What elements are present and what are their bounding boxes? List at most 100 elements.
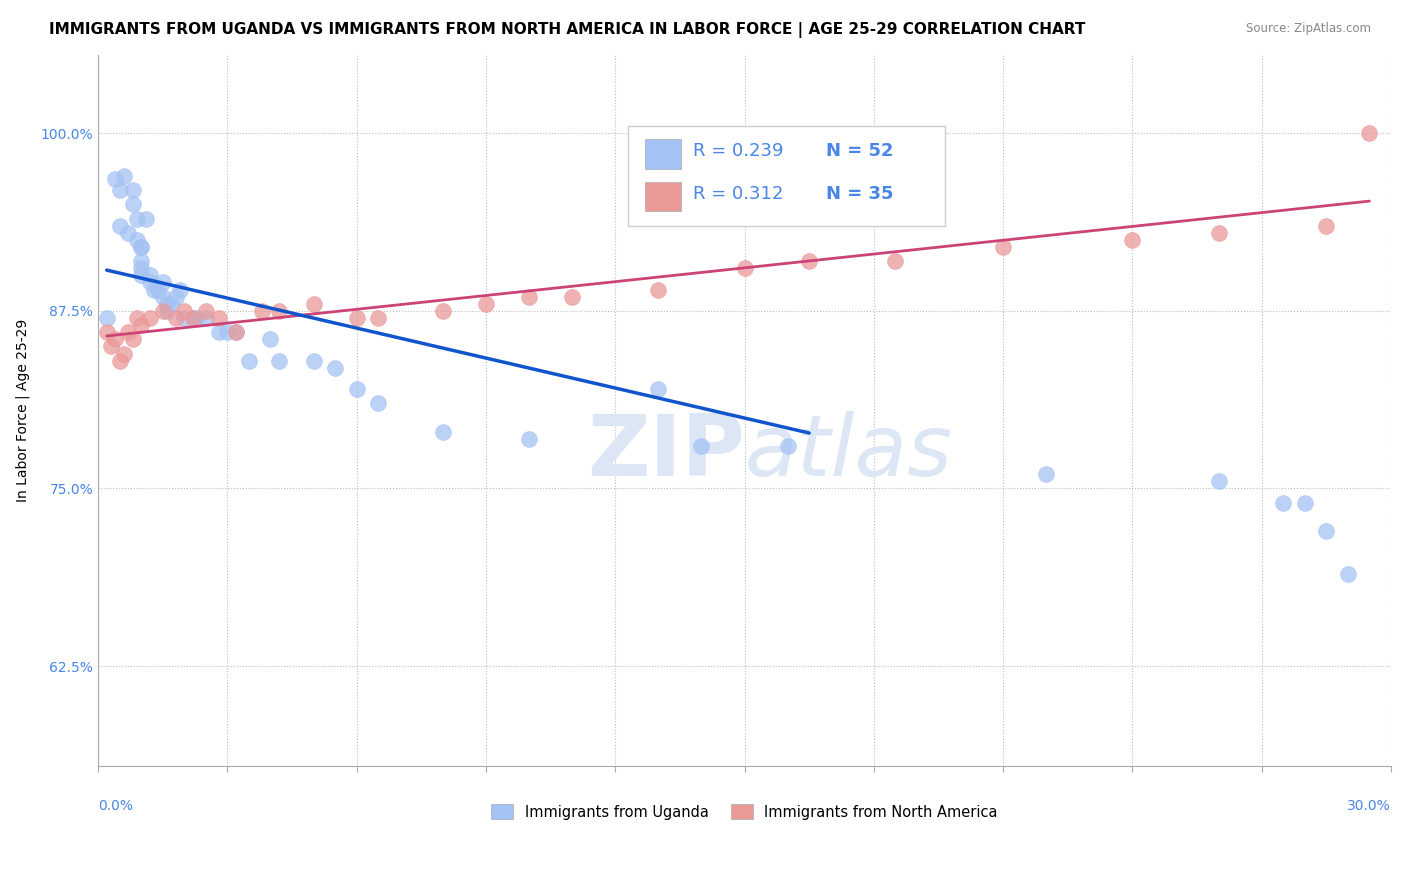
Point: [323, 360, 346, 375]
Point: [991, 240, 1014, 254]
Point: [884, 254, 907, 268]
Point: [181, 310, 204, 325]
Point: [799, 254, 821, 268]
Point: [690, 439, 713, 453]
FancyBboxPatch shape: [645, 182, 681, 211]
Text: N = 52: N = 52: [825, 142, 893, 160]
Point: [432, 425, 454, 439]
Point: [475, 297, 498, 311]
Point: [432, 304, 454, 318]
Point: [143, 283, 166, 297]
Point: [152, 276, 174, 290]
Text: 30.0%: 30.0%: [1347, 798, 1391, 813]
Point: [225, 325, 247, 339]
Text: R = 0.312: R = 0.312: [693, 185, 783, 202]
Point: [367, 310, 389, 325]
Point: [96, 325, 118, 339]
Point: [129, 240, 152, 254]
Point: [139, 268, 162, 283]
Point: [208, 325, 231, 339]
Point: [156, 304, 179, 318]
Point: [129, 318, 152, 332]
Point: [208, 310, 231, 325]
Point: [186, 310, 208, 325]
Point: [129, 261, 152, 276]
Point: [367, 396, 389, 410]
Point: [129, 240, 152, 254]
Point: [346, 382, 368, 396]
Point: [346, 310, 368, 325]
Point: [302, 297, 325, 311]
Point: [269, 304, 291, 318]
Point: [1315, 524, 1337, 538]
Point: [776, 439, 799, 453]
Point: [269, 353, 291, 368]
Point: [1208, 226, 1230, 240]
Point: [517, 432, 540, 446]
Point: [259, 332, 281, 346]
Point: [125, 310, 148, 325]
Point: [152, 290, 174, 304]
Point: [129, 268, 152, 283]
Point: [134, 211, 156, 226]
Point: [160, 297, 183, 311]
Point: [1272, 496, 1295, 510]
Point: [217, 325, 239, 339]
FancyBboxPatch shape: [628, 126, 945, 226]
Text: Source: ZipAtlas.com: Source: ZipAtlas.com: [1246, 22, 1371, 36]
Point: [112, 169, 135, 183]
Point: [148, 283, 170, 297]
Point: [112, 346, 135, 360]
Point: [1208, 475, 1230, 489]
Point: [194, 304, 217, 318]
Point: [96, 310, 118, 325]
Text: atlas: atlas: [745, 411, 952, 494]
Point: [647, 283, 669, 297]
FancyBboxPatch shape: [645, 139, 681, 169]
Point: [1337, 566, 1360, 581]
Point: [181, 310, 204, 325]
Point: [104, 332, 127, 346]
Point: [108, 219, 131, 233]
Point: [121, 197, 143, 211]
Point: [225, 325, 247, 339]
Y-axis label: In Labor Force | Age 25-29: In Labor Force | Age 25-29: [15, 318, 30, 502]
Point: [108, 183, 131, 197]
Point: [104, 171, 127, 186]
Point: [125, 233, 148, 247]
Point: [125, 211, 148, 226]
Point: [121, 183, 143, 197]
Point: [1035, 467, 1057, 482]
Point: [165, 310, 187, 325]
Point: [139, 310, 162, 325]
Legend: Immigrants from Uganda, Immigrants from North America: Immigrants from Uganda, Immigrants from …: [485, 798, 1004, 826]
Point: [1358, 126, 1381, 140]
Point: [194, 310, 217, 325]
Point: [1121, 233, 1143, 247]
Point: [117, 226, 139, 240]
Point: [129, 254, 152, 268]
Text: R = 0.239: R = 0.239: [693, 142, 783, 160]
Point: [734, 261, 756, 276]
Point: [152, 304, 174, 318]
Point: [1294, 496, 1316, 510]
Point: [647, 382, 669, 396]
Point: [173, 304, 195, 318]
Point: [517, 290, 540, 304]
Point: [100, 339, 122, 353]
Point: [139, 276, 162, 290]
Point: [117, 325, 139, 339]
Point: [302, 353, 325, 368]
Text: N = 35: N = 35: [825, 185, 893, 202]
Point: [238, 353, 260, 368]
Point: [121, 332, 143, 346]
Point: [250, 304, 273, 318]
Text: IMMIGRANTS FROM UGANDA VS IMMIGRANTS FROM NORTH AMERICA IN LABOR FORCE | AGE 25-: IMMIGRANTS FROM UGANDA VS IMMIGRANTS FRO…: [49, 22, 1085, 38]
Point: [1315, 219, 1337, 233]
Point: [156, 297, 179, 311]
Point: [561, 290, 583, 304]
Text: 0.0%: 0.0%: [98, 798, 134, 813]
Text: ZIP: ZIP: [586, 411, 745, 494]
Point: [165, 290, 187, 304]
Point: [173, 310, 195, 325]
